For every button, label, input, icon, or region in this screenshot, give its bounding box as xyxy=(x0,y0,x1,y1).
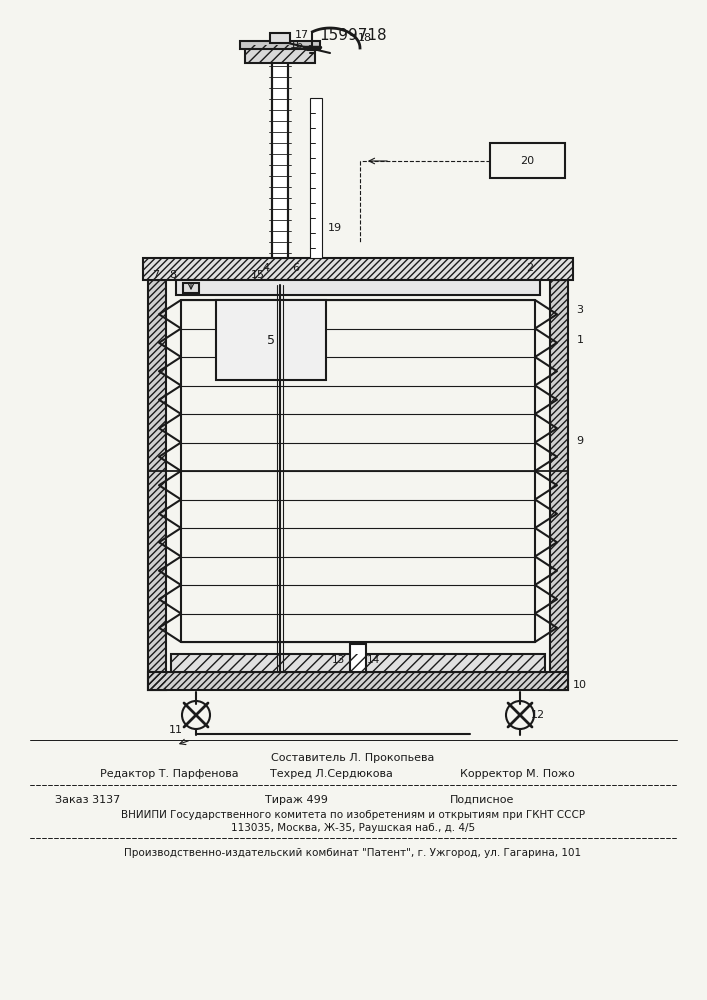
Text: 16: 16 xyxy=(290,40,304,50)
Text: Производственно-издательский комбинат "Патент", г. Ужгород, ул. Гагарина, 101: Производственно-издательский комбинат "П… xyxy=(124,848,582,858)
Text: 1599718: 1599718 xyxy=(319,27,387,42)
Text: 5: 5 xyxy=(267,334,275,347)
Bar xyxy=(176,280,540,295)
Text: 113035, Москва, Ж-35, Раушская наб., д. 4/5: 113035, Москва, Ж-35, Раушская наб., д. … xyxy=(231,823,475,833)
Text: Подписное: Подписное xyxy=(450,795,515,805)
Bar xyxy=(148,672,568,690)
Text: 12: 12 xyxy=(531,710,545,720)
Text: Редактор Т. Парфенова: Редактор Т. Парфенова xyxy=(100,769,239,779)
Text: Заказ 3137: Заказ 3137 xyxy=(55,795,120,805)
Text: 2: 2 xyxy=(527,263,534,273)
Text: 13: 13 xyxy=(332,655,344,665)
Bar xyxy=(183,283,199,293)
Bar xyxy=(171,654,545,672)
Text: 3: 3 xyxy=(576,305,583,315)
Text: 1: 1 xyxy=(576,335,583,345)
Text: Тираж 499: Тираж 499 xyxy=(265,795,328,805)
Bar xyxy=(148,280,166,690)
Text: 20: 20 xyxy=(520,156,534,166)
Bar xyxy=(245,45,315,63)
Text: Техред Л.Сердюкова: Техред Л.Сердюкова xyxy=(270,769,393,779)
Text: 15: 15 xyxy=(251,270,265,280)
Text: 10: 10 xyxy=(573,680,587,690)
Bar xyxy=(240,41,320,49)
Text: Корректор М. Пожо: Корректор М. Пожо xyxy=(460,769,575,779)
Bar xyxy=(143,258,573,280)
Text: ВНИИПИ Государственного комитета по изобретениям и открытиям при ГКНТ СССР: ВНИИПИ Государственного комитета по изоб… xyxy=(121,810,585,820)
Text: 19: 19 xyxy=(328,223,342,233)
Text: 6: 6 xyxy=(293,263,300,273)
Text: Составитель Л. Прокопьева: Составитель Л. Прокопьева xyxy=(271,753,435,763)
Text: 18: 18 xyxy=(358,33,372,43)
Bar xyxy=(350,644,366,672)
Text: 9: 9 xyxy=(576,436,583,446)
Text: 11: 11 xyxy=(169,725,183,735)
Bar xyxy=(550,280,568,690)
Bar xyxy=(143,258,573,280)
Bar xyxy=(270,33,290,43)
Bar xyxy=(148,672,568,690)
Text: 14: 14 xyxy=(366,655,380,665)
Bar xyxy=(490,143,565,178)
Text: 17: 17 xyxy=(295,30,309,40)
Bar xyxy=(171,654,545,672)
Bar xyxy=(272,58,288,258)
Text: 7: 7 xyxy=(153,270,160,280)
Bar xyxy=(245,45,315,63)
Bar xyxy=(550,280,568,690)
Bar xyxy=(310,98,322,258)
Bar xyxy=(216,300,326,380)
Text: 8: 8 xyxy=(170,270,177,280)
Bar xyxy=(148,280,166,690)
Text: 4: 4 xyxy=(262,263,269,273)
